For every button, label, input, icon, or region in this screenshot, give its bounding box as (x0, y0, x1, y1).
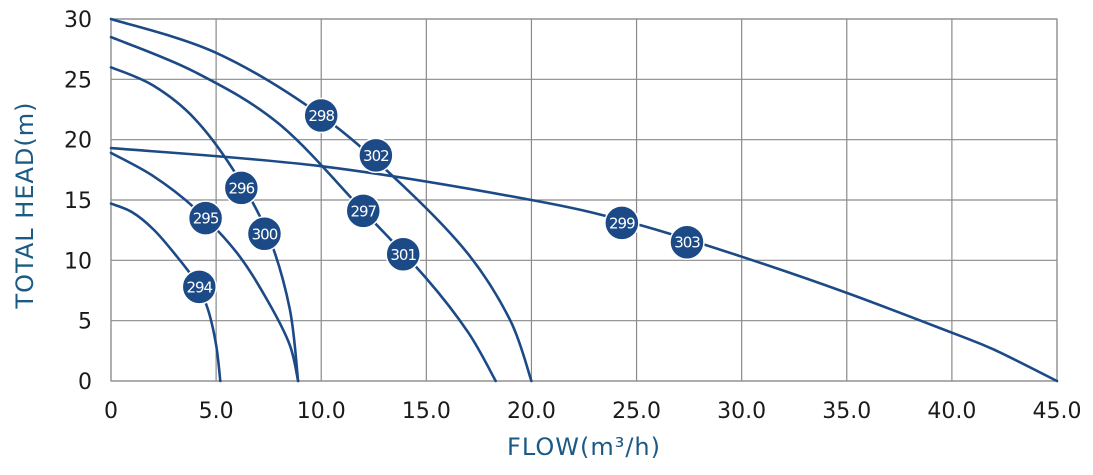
marker-label: 294 (186, 278, 212, 296)
marker-circle (223, 170, 260, 206)
curve-295 (109, 151, 300, 383)
x-tick-label: 0 (104, 399, 118, 424)
y-axis-title: TOTAL HEAD(m) (11, 102, 39, 310)
marker-label: 301 (390, 246, 416, 264)
x-tick-label: 25.0 (612, 399, 661, 424)
marker-circle (669, 224, 705, 260)
markers: 294 295 296 297 298 299 300 301 302 303 (181, 97, 705, 305)
x-tick-label: 30.0 (717, 399, 766, 424)
y-tick-labels: 0 5 10 15 20 25 30 (64, 8, 92, 395)
marker-circle (303, 97, 339, 134)
marker-294: 294 (181, 269, 218, 305)
plot-frame (110, 18, 1058, 382)
y-tick-label: 5 (78, 310, 92, 335)
y-tick-label: 30 (64, 8, 92, 33)
marker-label: 303 (674, 234, 700, 252)
marker-301: 301 (385, 236, 421, 273)
y-tick-label: 10 (64, 249, 92, 274)
x-tick-label: 40.0 (927, 399, 976, 424)
marker-303: 303 (669, 224, 705, 260)
marker-302: 302 (358, 137, 394, 174)
marker-300: 300 (246, 216, 283, 252)
x-tick-label: 10.0 (297, 399, 346, 424)
marker-296: 296 (223, 170, 260, 206)
marker-298: 298 (303, 97, 339, 134)
marker-label: 300 (252, 225, 278, 243)
y-tick-label: 20 (64, 129, 92, 154)
marker-circle (345, 193, 382, 229)
marker-circle (385, 236, 421, 273)
marker-circle (187, 200, 224, 236)
marker-299: 299 (604, 205, 640, 241)
x-axis-title: FLOW(m³/h) (507, 433, 661, 461)
y-tick-label: 15 (64, 189, 92, 214)
marker-295: 295 (187, 200, 224, 236)
marker-label: 295 (193, 210, 219, 228)
x-tick-label: 35.0 (822, 399, 871, 424)
marker-label: 298 (308, 107, 334, 125)
marker-label: 296 (229, 179, 255, 197)
marker-circle (181, 269, 218, 305)
y-tick-label: 25 (64, 68, 92, 93)
marker-label: 299 (609, 214, 635, 232)
marker-circle (246, 216, 283, 252)
grid (110, 18, 1058, 382)
x-tick-label: 45.0 (1033, 399, 1082, 424)
x-tick-label: 15.0 (402, 399, 451, 424)
x-tick-label: 20.0 (507, 399, 556, 424)
x-tick-label: 5.0 (199, 399, 234, 424)
curve-294 (109, 202, 222, 383)
curve-297 (109, 35, 497, 383)
marker-circle (604, 205, 640, 241)
marker-label: 302 (363, 147, 389, 165)
marker-297: 297 (345, 193, 382, 229)
y-tick-label: 0 (78, 370, 92, 395)
marker-circle (358, 137, 394, 174)
x-tick-labels: 0 5.0 10.0 15.0 20.0 25.0 30.0 35.0 40.0 45.0 (104, 399, 1081, 424)
marker-label: 297 (350, 202, 376, 220)
